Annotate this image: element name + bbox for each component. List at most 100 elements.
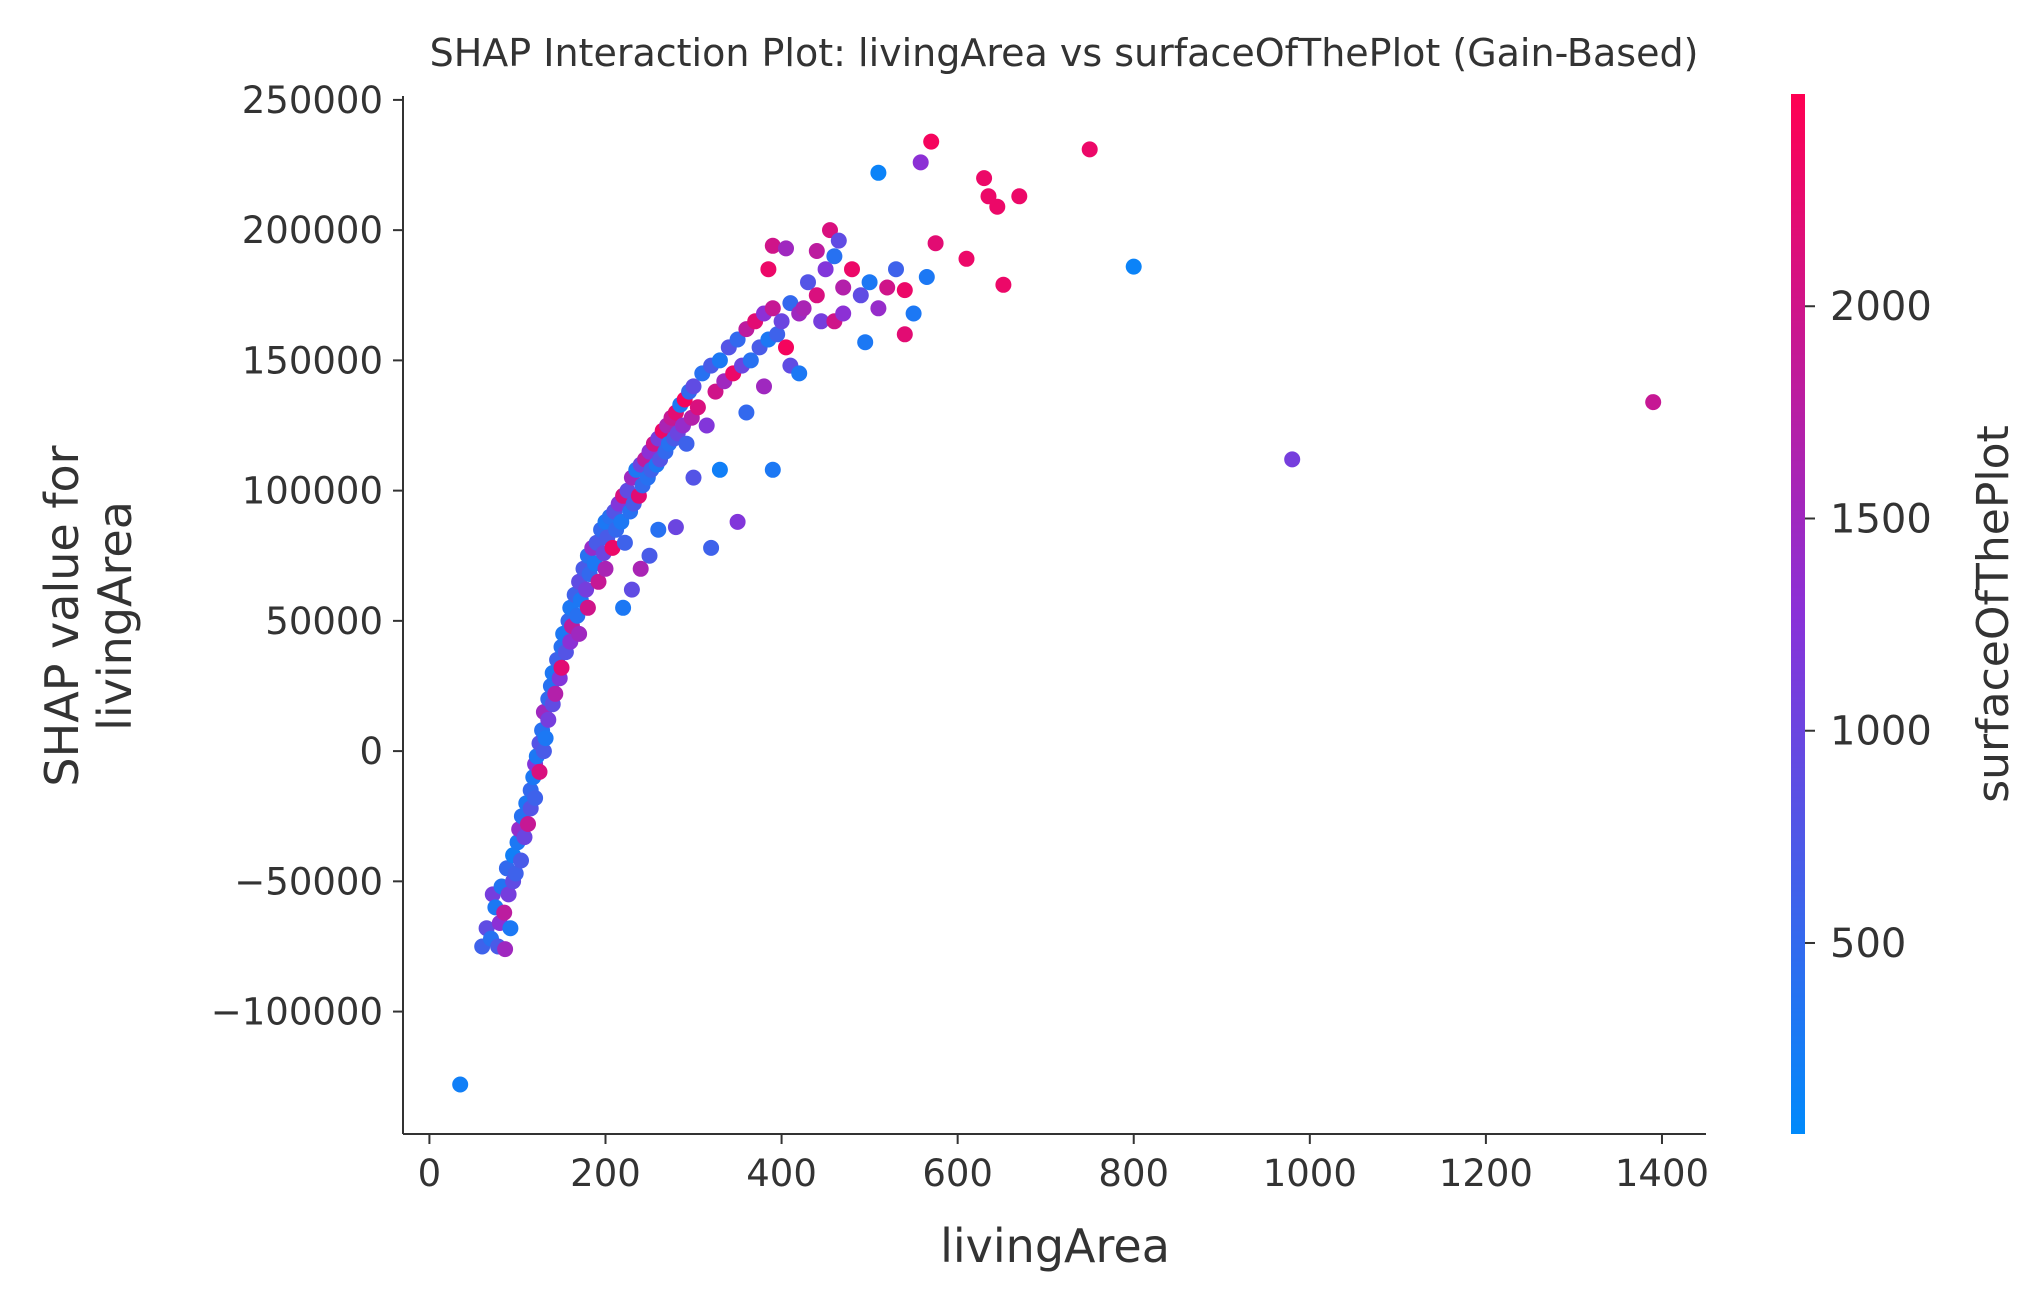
data-point [764, 461, 781, 478]
data-point [835, 279, 852, 296]
y-tick-label: 50000 [265, 600, 383, 643]
data-point [778, 240, 794, 257]
data-point [616, 534, 633, 551]
colorbar-tick-label: 2000 [1830, 284, 1932, 330]
data-point [896, 282, 913, 299]
data-point [579, 599, 596, 616]
x-tick-label: 0 [418, 1152, 442, 1195]
data-point [808, 243, 825, 259]
data-point [976, 170, 993, 187]
data-point [547, 685, 564, 702]
data-point [667, 519, 684, 536]
data-point [813, 313, 830, 330]
data-point [852, 287, 869, 304]
data-point [822, 222, 838, 239]
data-point [923, 133, 940, 150]
data-point [760, 261, 777, 278]
y-axis-label-line: livingArea [88, 501, 142, 731]
data-point [632, 560, 649, 577]
data-point [870, 164, 887, 181]
colorbar-tick-label: 1500 [1830, 496, 1932, 542]
data-point [689, 399, 706, 416]
data-point [711, 461, 728, 478]
data-point [769, 326, 786, 343]
colorbar-label: surfaceOfThePlot [1968, 425, 2019, 803]
data-point [497, 941, 514, 958]
x-tick-label: 1000 [1263, 1152, 1357, 1195]
data-point [615, 599, 632, 616]
data-point [623, 581, 640, 598]
data-point [791, 365, 808, 382]
data-point [826, 248, 843, 265]
data-point [597, 560, 614, 577]
data-point [678, 435, 695, 452]
x-tick-label: 800 [1098, 1152, 1169, 1195]
x-tick-label: 1400 [1615, 1152, 1709, 1195]
scatter-points [452, 133, 1662, 1093]
data-point [540, 711, 557, 728]
x-tick-label: 400 [746, 1152, 817, 1195]
y-tick-label: 0 [359, 730, 383, 773]
data-point [773, 313, 790, 330]
data-point [918, 269, 935, 285]
y-tick-label: −100000 [211, 991, 383, 1034]
data-point [1011, 188, 1028, 205]
data-point [1284, 451, 1301, 468]
data-point [703, 539, 720, 556]
data-point [1125, 258, 1142, 275]
data-point [857, 334, 874, 351]
chart-title: SHAP Interaction Plot: livingArea vs sur… [430, 31, 1699, 75]
data-point [835, 305, 852, 322]
data-point [905, 305, 922, 322]
x-tick-label: 1200 [1439, 1152, 1533, 1195]
data-point [513, 852, 529, 869]
data-point [527, 790, 544, 806]
data-point [738, 404, 755, 421]
colorbar-tick-label: 1000 [1830, 709, 1932, 755]
data-point [870, 300, 887, 317]
x-tick-label: 600 [922, 1152, 993, 1195]
data-point [844, 261, 860, 278]
data-point [817, 261, 834, 278]
data-point [507, 865, 524, 882]
x-tick-label: 200 [570, 1152, 641, 1195]
x-axis-label: livingArea [940, 1219, 1170, 1273]
data-point [729, 331, 746, 348]
data-point [989, 198, 1006, 215]
data-point [553, 659, 570, 676]
data-point [711, 352, 728, 369]
data-point [830, 232, 847, 249]
data-point [520, 816, 536, 832]
data-point [641, 547, 658, 564]
data-point [698, 417, 715, 434]
data-point [578, 581, 595, 598]
data-point [958, 250, 975, 267]
y-tick-label: −50000 [234, 860, 383, 903]
y-axis-label-line: SHAP value for [35, 445, 89, 786]
data-point [800, 274, 816, 291]
data-point [571, 625, 588, 642]
data-point [912, 154, 929, 171]
data-point [516, 829, 533, 846]
data-point [927, 235, 944, 252]
data-point [650, 521, 667, 538]
x-axis-ticks: 0 200 400 600 800 1000 1200 1400 [418, 1134, 1709, 1195]
data-point [500, 886, 517, 903]
data-point [535, 743, 552, 760]
data-point [590, 573, 607, 590]
data-point [496, 904, 513, 921]
data-point [537, 730, 554, 747]
data-point [795, 300, 812, 317]
y-axis-ticks: −100000 −50000 0 50000 100000 150000 200000 250… [211, 79, 403, 1034]
data-point [808, 287, 825, 304]
y-tick-label: 200000 [242, 209, 383, 252]
data-point [879, 279, 896, 296]
data-point [502, 920, 519, 937]
data-point [778, 339, 794, 356]
data-point [888, 261, 904, 278]
data-point [531, 763, 548, 780]
data-point [764, 300, 781, 317]
data-point [995, 276, 1012, 293]
y-tick-label: 100000 [242, 470, 383, 513]
